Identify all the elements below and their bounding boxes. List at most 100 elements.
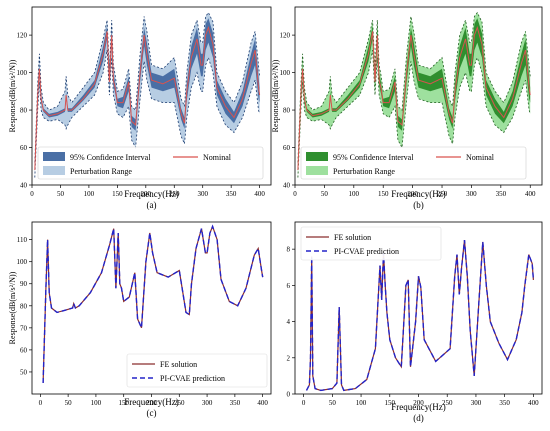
y-tick-label: 4 bbox=[287, 318, 291, 326]
pi-cvae-prediction-line bbox=[42, 224, 264, 384]
legend-swatch-ci bbox=[306, 152, 328, 161]
legend-label-ci: 95% Confidence Interval bbox=[70, 153, 151, 162]
y-tick-label: 0 bbox=[287, 391, 291, 399]
panel-tag: (d) bbox=[413, 413, 424, 423]
x-tick-label: 100 bbox=[349, 190, 360, 198]
x-tick-label: 250 bbox=[169, 190, 180, 198]
panel-4: 0 50 100 150 200 250 300 350 400 0 2 4 6 8 Frequency(H… bbox=[287, 221, 543, 423]
x-tick-label: 50 bbox=[65, 399, 73, 407]
perturbation-range-upper bbox=[34, 11, 260, 163]
x-tick-label: 100 bbox=[91, 399, 102, 407]
x-tick-label: 400 bbox=[528, 399, 539, 407]
x-tick-label: 300 bbox=[197, 190, 208, 198]
legend-label-nominal: Nominal bbox=[203, 153, 232, 162]
x-tick-label: 200 bbox=[413, 399, 424, 407]
legend-label-range: Perturbation Range bbox=[70, 167, 132, 176]
y-tick-label: 8 bbox=[287, 246, 291, 254]
legend-box bbox=[37, 146, 264, 180]
nominal-line bbox=[34, 25, 261, 171]
legend-box bbox=[126, 353, 268, 388]
panel-tag: (c) bbox=[147, 408, 157, 418]
x-tick-label: 350 bbox=[499, 399, 510, 407]
legend-swatch-ci bbox=[43, 152, 65, 161]
x-tick-label: 100 bbox=[356, 399, 367, 407]
legend: FE solution PI-CVAE prediction bbox=[300, 226, 442, 261]
perturbation-range-lower bbox=[34, 50, 260, 178]
x-tick-label: 50 bbox=[57, 190, 65, 198]
nominal-line bbox=[297, 26, 531, 171]
y-tick-label: 80 bbox=[283, 107, 291, 115]
legend: 95% Confidence Interval Nominal Perturbati… bbox=[37, 146, 264, 180]
x-tick-label: 250 bbox=[174, 399, 185, 407]
plot-area bbox=[297, 11, 531, 178]
legend-box bbox=[300, 226, 442, 261]
x-tick-label: 300 bbox=[202, 399, 213, 407]
y-tick-label: 50 bbox=[20, 368, 28, 376]
panel-2: 0 50 100 150 200 250 300 350 400 40 60 80 100 120 Freq… bbox=[271, 6, 543, 210]
perturbation-range-lower bbox=[297, 50, 531, 178]
x-tick-label: 100 bbox=[84, 190, 95, 198]
pi-cvae-prediction-line bbox=[305, 240, 535, 392]
x-tick-label: 150 bbox=[385, 399, 396, 407]
legend: FE solution PI-CVAE prediction bbox=[126, 353, 268, 388]
legend-label-pred: PI-CVAE prediction bbox=[160, 374, 225, 383]
x-tick-label: 50 bbox=[329, 399, 337, 407]
legend: 95% Confidence Interval Nominal Perturbati… bbox=[300, 146, 527, 180]
y-tick-label: 110 bbox=[17, 236, 28, 244]
plot-area bbox=[34, 11, 261, 178]
x-tick-label: 350 bbox=[226, 190, 237, 198]
x-tick-label: 50 bbox=[321, 190, 329, 198]
x-tick-label: 400 bbox=[525, 190, 536, 198]
y-tick-label: 70 bbox=[20, 324, 28, 332]
legend-label-range: Perturbation Range bbox=[333, 167, 395, 176]
y-tick-label: 80 bbox=[20, 302, 28, 310]
legend-label-nominal: Nominal bbox=[466, 153, 495, 162]
y-tick-label: 90 bbox=[20, 280, 28, 288]
panel-tag: (a) bbox=[147, 200, 157, 210]
x-tick-label: 300 bbox=[466, 190, 477, 198]
y-tick-label: 60 bbox=[20, 144, 28, 152]
y-tick-label: 100 bbox=[17, 258, 28, 266]
x-tick-label: 150 bbox=[112, 190, 123, 198]
x-tick-label: 250 bbox=[442, 399, 453, 407]
panel-3: 0 50 100 150 200 250 300 350 400 50 60 70 80 90 100 110… bbox=[8, 221, 272, 418]
y-tick-label: 120 bbox=[17, 32, 28, 40]
x-tick-label: 0 bbox=[30, 190, 34, 198]
y-axis-label: Response(dB(m/s²/N)) bbox=[8, 271, 17, 344]
y-tick-label: 80 bbox=[20, 107, 28, 115]
x-tick-label: 0 bbox=[39, 399, 43, 407]
x-tick-label: 200 bbox=[407, 190, 418, 198]
legend-box bbox=[300, 146, 527, 180]
x-tick-label: 250 bbox=[437, 190, 448, 198]
plot-area bbox=[305, 240, 535, 392]
x-tick-label: 300 bbox=[471, 399, 482, 407]
y-tick-label: 60 bbox=[20, 346, 28, 354]
x-tick-label: 150 bbox=[378, 190, 389, 198]
x-tick-label: 200 bbox=[141, 190, 152, 198]
y-tick-label: 100 bbox=[17, 69, 28, 77]
x-tick-label: 200 bbox=[146, 399, 157, 407]
x-tick-label: 0 bbox=[302, 399, 306, 407]
x-tick-label: 400 bbox=[257, 399, 268, 407]
y-tick-label: 60 bbox=[283, 144, 291, 152]
legend-label-ci: 95% Confidence Interval bbox=[333, 153, 414, 162]
y-tick-label: 120 bbox=[280, 32, 291, 40]
panel-tag: (b) bbox=[413, 200, 424, 210]
panel-1: 0 50 100 150 200 250 300 350 400 40 60 80 100 120 Freq… bbox=[8, 6, 272, 210]
x-tick-label: 400 bbox=[254, 190, 265, 198]
x-axis-label: Frequency(Hz) bbox=[124, 397, 178, 407]
x-tick-label: 350 bbox=[230, 399, 241, 407]
y-tick-label: 40 bbox=[20, 182, 28, 190]
x-axis-label: Frequency(Hz) bbox=[124, 189, 178, 199]
y-tick-label: 40 bbox=[283, 182, 291, 190]
legend-label-pred: PI-CVAE prediction bbox=[334, 247, 399, 256]
y-axis-label: Response(dB(m/s²/N)) bbox=[271, 59, 280, 132]
axes-frame bbox=[294, 6, 543, 186]
legend-label-fe: FE solution bbox=[334, 233, 371, 242]
y-tick-label: 100 bbox=[280, 69, 291, 77]
x-tick-label: 350 bbox=[496, 190, 507, 198]
legend-swatch-range bbox=[306, 166, 328, 175]
y-tick-label: 6 bbox=[287, 282, 291, 290]
legend-swatch-range bbox=[43, 166, 65, 175]
